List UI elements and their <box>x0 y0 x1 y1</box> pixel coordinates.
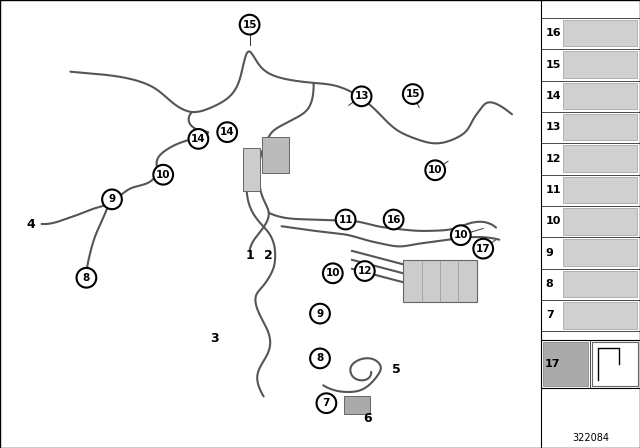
Text: 8: 8 <box>83 273 90 283</box>
Text: 16: 16 <box>546 28 561 38</box>
Circle shape <box>336 210 355 229</box>
Text: 14: 14 <box>220 127 234 137</box>
Text: 12: 12 <box>358 266 372 276</box>
Text: 10: 10 <box>428 165 442 175</box>
Text: 10: 10 <box>454 230 468 240</box>
Text: 322084: 322084 <box>572 433 609 443</box>
Text: 4: 4 <box>26 217 35 231</box>
Text: 3: 3 <box>210 332 219 345</box>
Text: 15: 15 <box>406 89 420 99</box>
Text: 12: 12 <box>546 154 561 164</box>
Bar <box>563 20 637 47</box>
Bar <box>563 239 637 266</box>
Bar <box>563 302 637 329</box>
Circle shape <box>352 86 371 106</box>
Bar <box>563 82 637 109</box>
Bar <box>563 114 637 141</box>
Circle shape <box>240 15 259 34</box>
Text: 15: 15 <box>546 60 561 69</box>
Circle shape <box>403 84 422 104</box>
Circle shape <box>384 210 403 229</box>
Bar <box>593 342 638 386</box>
Text: 7: 7 <box>323 398 330 408</box>
Bar <box>243 148 260 191</box>
Text: 17: 17 <box>545 359 560 369</box>
Text: 6: 6 <box>364 412 372 426</box>
Circle shape <box>154 165 173 185</box>
Text: 11: 11 <box>339 215 353 224</box>
Circle shape <box>317 393 336 413</box>
Text: 1: 1 <box>245 249 254 262</box>
Text: 14: 14 <box>546 91 561 101</box>
Circle shape <box>102 190 122 209</box>
Circle shape <box>77 268 96 288</box>
Text: 2: 2 <box>264 249 273 262</box>
Circle shape <box>218 122 237 142</box>
Text: 8: 8 <box>546 279 554 289</box>
Text: 7: 7 <box>546 310 554 320</box>
Text: 9: 9 <box>316 309 324 319</box>
Circle shape <box>323 263 342 283</box>
Text: 13: 13 <box>546 122 561 132</box>
Text: 10: 10 <box>326 268 340 278</box>
Circle shape <box>189 129 208 149</box>
Bar <box>563 177 637 203</box>
Bar <box>563 145 637 172</box>
Text: 10: 10 <box>546 216 561 226</box>
Text: 5: 5 <box>392 363 401 376</box>
Text: 16: 16 <box>387 215 401 224</box>
Bar <box>403 260 477 302</box>
Text: 14: 14 <box>191 134 205 144</box>
Bar <box>543 342 588 386</box>
Circle shape <box>451 225 470 245</box>
Bar <box>563 51 637 78</box>
Bar <box>563 208 637 235</box>
Text: 9: 9 <box>546 248 554 258</box>
Text: 8: 8 <box>316 353 324 363</box>
Circle shape <box>355 261 374 281</box>
Bar <box>344 396 370 414</box>
Text: 11: 11 <box>546 185 561 195</box>
Text: 13: 13 <box>355 91 369 101</box>
Circle shape <box>474 239 493 258</box>
Text: 9: 9 <box>108 194 116 204</box>
Text: 15: 15 <box>243 20 257 30</box>
Circle shape <box>310 349 330 368</box>
Bar <box>563 271 637 297</box>
Text: 17: 17 <box>476 244 490 254</box>
Bar <box>262 137 289 173</box>
Text: 10: 10 <box>156 170 170 180</box>
Circle shape <box>310 304 330 323</box>
Circle shape <box>426 160 445 180</box>
